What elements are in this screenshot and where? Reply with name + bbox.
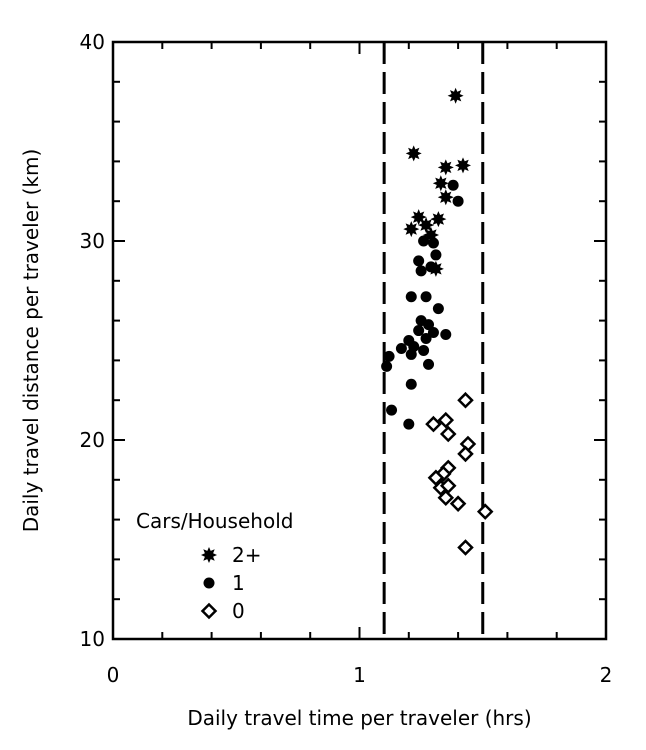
- data-point-circle: [395, 342, 407, 354]
- data-point-circle: [383, 350, 395, 362]
- data-point-circle: [405, 348, 417, 360]
- data-point-star: [437, 159, 454, 176]
- data-point-circle: [425, 261, 437, 273]
- legend-marker-star: [201, 547, 217, 563]
- y-tick-label: 10: [80, 627, 105, 651]
- reference-lines: [382, 42, 485, 639]
- data-point-star: [447, 87, 464, 104]
- data-point-circle: [452, 195, 464, 207]
- series-2: [381, 179, 464, 430]
- y-tick-label: 40: [80, 30, 105, 54]
- legend-label: 2+: [232, 543, 261, 567]
- data-points: [381, 87, 494, 556]
- legend: Cars/Household 2+ 1 0: [136, 509, 293, 623]
- x-tick-label: 1: [353, 663, 366, 687]
- data-point-circle: [420, 291, 432, 303]
- data-point-circle: [405, 291, 417, 303]
- data-point-circle: [418, 235, 430, 247]
- data-point-circle: [415, 265, 427, 277]
- data-point-circle: [420, 333, 432, 345]
- data-point-diamond: [457, 445, 474, 463]
- data-point-circle: [413, 325, 425, 337]
- data-point-star: [432, 175, 449, 192]
- data-point-star: [455, 157, 471, 174]
- x-axis-title: Daily travel time per traveler (hrs): [187, 706, 531, 730]
- y-axis-title: Daily travel distance per traveler (km): [19, 149, 43, 533]
- x-tick-label: 2: [600, 663, 613, 687]
- data-point-circle: [413, 255, 425, 267]
- data-point-circle: [427, 327, 439, 339]
- data-point-diamond: [476, 503, 494, 520]
- data-point-circle: [432, 303, 444, 315]
- data-point-star: [430, 211, 447, 228]
- data-point-circle: [418, 344, 430, 356]
- data-point-circle: [430, 249, 442, 261]
- axis-ticks: [112, 41, 607, 640]
- legend-marker-diamond: [200, 602, 218, 620]
- data-point-diamond: [457, 539, 474, 556]
- data-point-diamond: [437, 411, 455, 429]
- legend-title: Cars/Household: [136, 509, 293, 533]
- data-point-diamond: [425, 415, 442, 433]
- data-point-star: [418, 217, 435, 234]
- data-point-star: [405, 145, 422, 162]
- data-point-circle: [403, 418, 415, 430]
- data-point-diamond: [437, 489, 455, 506]
- legend-label: 1: [232, 571, 245, 595]
- data-point-circle: [381, 360, 393, 372]
- legend-label: 0: [232, 599, 245, 623]
- data-point-star: [403, 221, 420, 238]
- data-point-diamond: [449, 495, 467, 512]
- plot-frame: [111, 40, 608, 641]
- data-point-circle: [447, 179, 459, 191]
- data-point-circle: [440, 329, 452, 341]
- data-point-diamond: [439, 425, 457, 443]
- legend-marker-circle: [203, 577, 215, 589]
- plot-border: [111, 40, 608, 641]
- x-tick-label: 0: [107, 663, 120, 687]
- y-tick-label: 20: [80, 428, 105, 452]
- data-point-circle: [386, 404, 398, 416]
- y-tick-label: 30: [80, 229, 105, 253]
- data-point-star: [437, 189, 454, 206]
- series-3: [425, 391, 494, 556]
- data-point-circle: [405, 378, 417, 390]
- series-1: [403, 87, 471, 277]
- data-point-diamond: [427, 469, 445, 487]
- data-point-diamond: [457, 391, 474, 409]
- data-point-circle: [427, 237, 439, 249]
- data-point-circle: [423, 358, 435, 370]
- data-point-circle: [423, 319, 435, 331]
